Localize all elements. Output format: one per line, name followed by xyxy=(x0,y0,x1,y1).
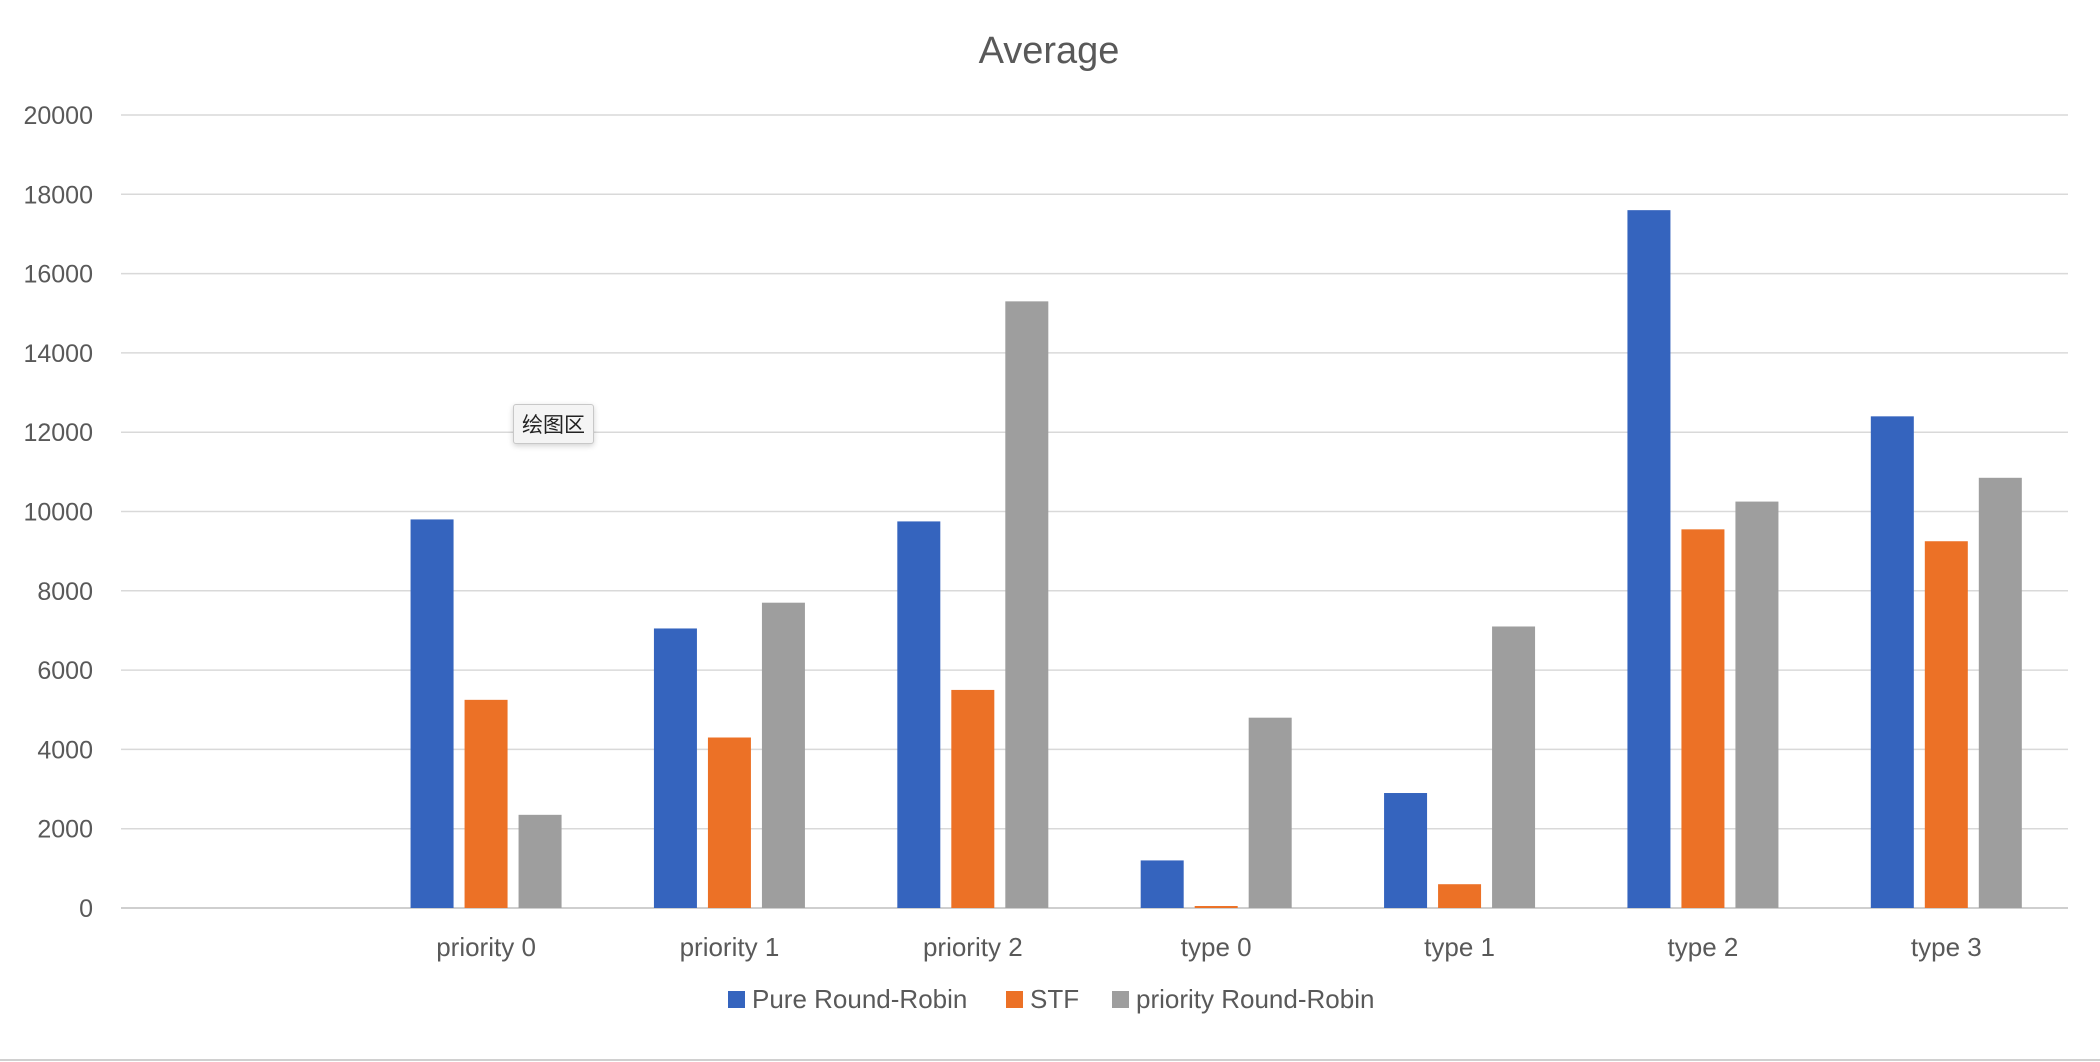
bar xyxy=(707,737,751,908)
y-tick-label: 12000 xyxy=(23,419,93,447)
y-tick-label: 4000 xyxy=(37,736,93,764)
x-tick-label: type 2 xyxy=(1668,932,1739,962)
bar xyxy=(761,602,805,908)
legend-swatch xyxy=(1112,991,1129,1008)
y-tick-label: 8000 xyxy=(37,578,93,606)
x-tick-label: priority 2 xyxy=(923,932,1023,962)
bottom-divider xyxy=(0,1059,2100,1061)
bar xyxy=(897,521,941,908)
plot-area-tooltip: 绘图区 xyxy=(513,404,594,444)
bar xyxy=(1978,477,2022,908)
x-tick-label: priority 1 xyxy=(680,932,780,962)
chart-title: Average xyxy=(979,30,1120,72)
bar xyxy=(951,689,995,908)
bar xyxy=(1924,541,1968,908)
y-tick-label: 6000 xyxy=(37,657,93,685)
y-tick-label: 0 xyxy=(79,895,93,923)
bars xyxy=(410,210,2022,909)
legend: Pure Round-Robin STF priority Round-Robin xyxy=(728,984,1374,1014)
legend-swatch xyxy=(728,991,745,1008)
x-tick-label: priority 0 xyxy=(436,932,536,962)
x-tick-label: type 0 xyxy=(1181,932,1252,962)
y-tick-label: 14000 xyxy=(23,340,93,368)
bar xyxy=(1492,626,1536,908)
bar xyxy=(1194,906,1238,908)
x-tick-label: type 1 xyxy=(1424,932,1495,962)
bar xyxy=(1140,860,1184,908)
bar xyxy=(653,628,697,908)
y-tick-label: 18000 xyxy=(23,181,93,209)
bar xyxy=(1681,529,1725,908)
bar xyxy=(1735,501,1779,908)
bar xyxy=(1870,416,1914,908)
legend-label: STF xyxy=(1030,984,1079,1014)
bar xyxy=(1438,884,1482,908)
legend-label: priority Round-Robin xyxy=(1136,984,1374,1014)
bar xyxy=(410,519,454,908)
bar xyxy=(518,814,562,908)
legend-label: Pure Round-Robin xyxy=(752,984,967,1014)
y-tick-label: 20000 xyxy=(23,102,93,130)
x-axis-ticks: priority 0 priority 1 priority 2 type 0 type… xyxy=(436,932,1982,962)
bar xyxy=(1627,210,1671,908)
y-tick-label: 16000 xyxy=(23,261,93,289)
y-tick-label: 10000 xyxy=(23,499,93,527)
legend-swatch xyxy=(1006,991,1023,1008)
y-axis-ticks: 0 2000 4000 6000 8000 10000 12000 14000 16000 180… xyxy=(23,102,93,923)
bar xyxy=(464,699,508,908)
bar xyxy=(1248,717,1292,908)
y-tick-label: 2000 xyxy=(37,816,93,844)
bar xyxy=(1005,301,1049,909)
bar xyxy=(1384,793,1428,908)
x-tick-label: type 3 xyxy=(1911,932,1982,962)
